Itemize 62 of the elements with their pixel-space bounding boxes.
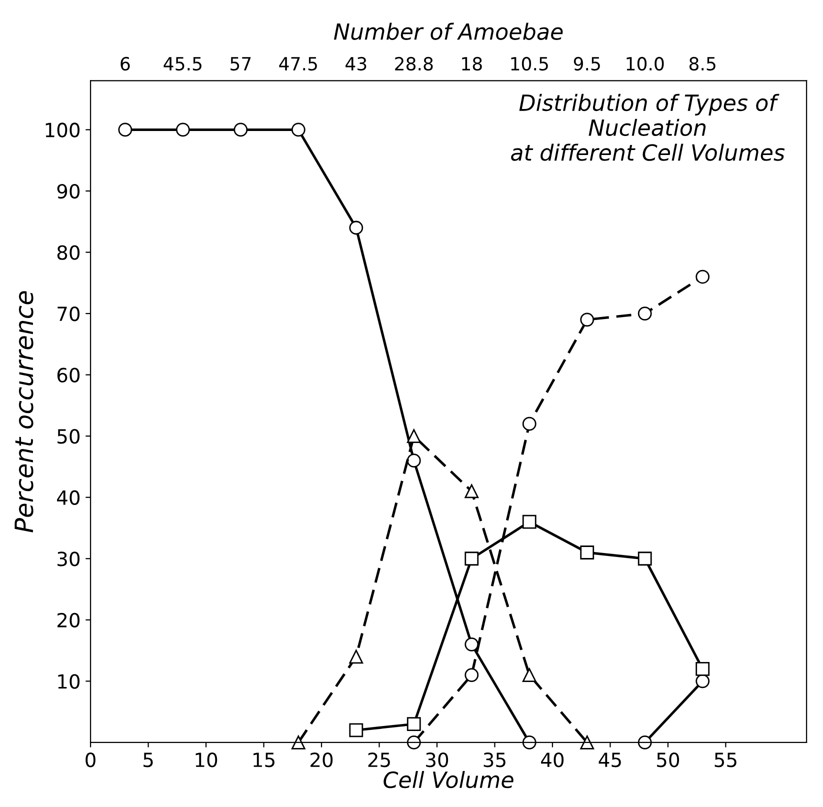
- x-tick-label: 45: [598, 752, 621, 768]
- point: [464, 668, 479, 682]
- point: [406, 717, 421, 732]
- y-tick-label: 100: [46, 122, 80, 138]
- y-tick-label: 40: [57, 490, 80, 506]
- x-tick-label: 25: [368, 752, 390, 768]
- y-axis-title: Percent occurrence: [14, 291, 34, 532]
- point: [522, 735, 536, 750]
- point: [696, 662, 710, 676]
- y-tick-label: 70: [58, 306, 80, 322]
- y-tick-label: 20: [57, 612, 80, 628]
- x-tick-label: 5: [144, 752, 153, 768]
- x-tick-label: 0: [86, 752, 96, 768]
- text: 57: [230, 57, 251, 71]
- text: 43: [346, 56, 366, 71]
- point: [406, 454, 421, 468]
- point: [696, 270, 710, 284]
- point: [580, 312, 594, 327]
- point: [118, 122, 132, 137]
- point: [522, 416, 536, 431]
- text: 9.5: [574, 56, 600, 71]
- text: 10.5: [511, 56, 548, 71]
- y-tick-label: 80: [57, 245, 80, 260]
- text: 28.8: [395, 56, 433, 71]
- point: [349, 723, 364, 738]
- text: 6: [120, 56, 130, 71]
- point: [349, 220, 364, 235]
- y-tick-label: 30: [58, 552, 80, 566]
- point: [349, 650, 364, 664]
- point: [522, 514, 536, 529]
- point: [234, 122, 248, 137]
- x-tick-label: 10: [196, 752, 218, 768]
- x-tick-label: 15: [254, 752, 274, 768]
- text: 45.5: [164, 57, 202, 71]
- x2-axis-title: Number of Amoebae: [334, 22, 563, 40]
- x-tick-label: 50: [657, 752, 680, 768]
- x-tick-label: 40: [541, 752, 564, 768]
- x-tick-label: 55: [714, 752, 736, 768]
- point: [176, 122, 190, 137]
- text: 8.5: [689, 56, 716, 71]
- point: [464, 552, 479, 566]
- x-tick-label: 35: [484, 752, 506, 768]
- point: [638, 735, 652, 750]
- y-tick-label: 50: [58, 429, 80, 444]
- y-tick-label: 90: [57, 184, 80, 199]
- text: 10.0: [626, 56, 664, 71]
- annotation: Distribution of Types of Nucleation at different Cell Volumes: [511, 94, 785, 161]
- text: 47.5: [279, 57, 317, 71]
- point: [406, 735, 421, 750]
- point: [464, 484, 479, 498]
- x-tick-label: 30: [426, 752, 448, 768]
- point: [464, 637, 479, 652]
- point: [638, 552, 652, 566]
- point: [638, 306, 652, 320]
- x-axis-title: Cell Volume: [384, 770, 514, 788]
- point: [696, 674, 710, 688]
- x-tick-label: 20: [310, 752, 333, 768]
- y-tick-label: 60: [57, 368, 80, 382]
- y-tick-label: 10: [58, 674, 80, 689]
- point: [291, 122, 306, 137]
- point: [580, 546, 594, 560]
- text: 18: [462, 56, 482, 71]
